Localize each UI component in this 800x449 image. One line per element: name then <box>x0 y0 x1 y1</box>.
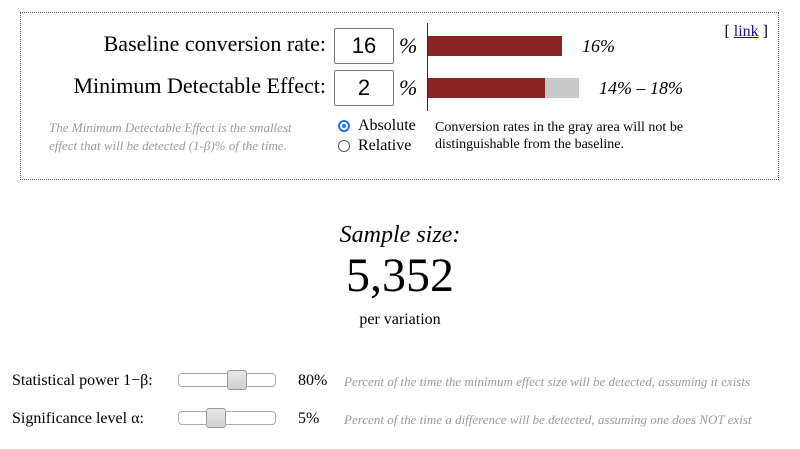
baseline-input[interactable]: 16 <box>334 28 394 64</box>
power-value: 80% <box>298 372 328 389</box>
power-description: Percent of the time the minimum effect s… <box>344 374 751 389</box>
mde-label: Minimum Detectable Effect: <box>73 73 326 98</box>
radio-relative-dot[interactable] <box>338 140 350 152</box>
lower-bound-bar <box>428 78 545 98</box>
baseline-label: Baseline conversion rate: <box>103 31 326 56</box>
significance-slider[interactable] <box>178 408 276 428</box>
significance-slider-thumb[interactable] <box>206 408 226 428</box>
mde-unit: % <box>399 75 418 100</box>
sample-size-subtitle: per variation <box>359 311 441 328</box>
radio-relative-label: Relative <box>358 137 412 154</box>
baseline-bar-label: 16% <box>582 36 615 56</box>
significance-description: Percent of the time a difference will be… <box>344 412 752 427</box>
link-bracket-open: [ <box>724 23 730 40</box>
mde-note: The Minimum Detectable Effect is the sma… <box>49 120 292 153</box>
link-bracket-close: ] <box>762 23 768 40</box>
calculator-panel: Baseline conversion rate: 16 % Minimum D… <box>20 12 779 180</box>
power-slider[interactable] <box>178 370 276 390</box>
significance-value: 5% <box>298 410 320 427</box>
sample-size-value: 5,352 <box>346 249 454 302</box>
baseline-unit: % <box>399 33 418 58</box>
power-slider-thumb[interactable] <box>227 370 247 390</box>
range-bar-label: 14% – 18% <box>599 78 683 98</box>
radio-relative[interactable]: Relative <box>338 137 411 155</box>
radio-absolute-dot[interactable] <box>338 120 350 132</box>
bar-baseline-axis <box>427 23 428 111</box>
permalink[interactable]: link <box>733 23 759 40</box>
significance-label: Significance level α: <box>12 410 144 427</box>
gray-area-note: Conversion rates in the gray area will n… <box>435 120 684 152</box>
mde-input[interactable]: 2 <box>334 70 394 106</box>
link-area: [ link ] <box>724 23 768 41</box>
radio-absolute[interactable]: Absolute <box>338 117 416 135</box>
baseline-bar <box>428 36 562 56</box>
radio-absolute-label: Absolute <box>358 117 416 134</box>
sample-size-title: Sample size: <box>339 222 461 248</box>
power-label: Statistical power 1−β: <box>12 372 153 389</box>
